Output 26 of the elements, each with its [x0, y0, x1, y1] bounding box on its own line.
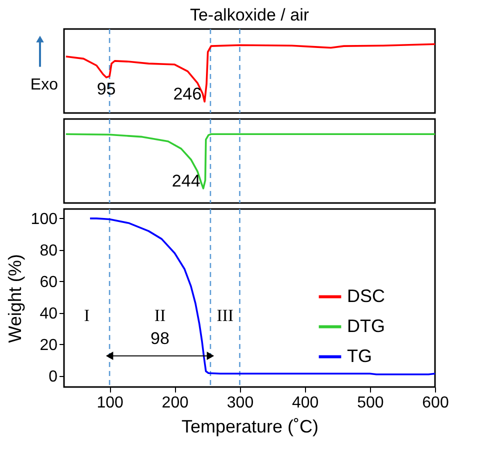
- annotation: 244: [172, 171, 200, 190]
- x-tick-label: 500: [357, 394, 384, 412]
- y-tick-label: 40: [40, 305, 58, 322]
- legend-label: DSC: [347, 286, 386, 306]
- y-tick-label: 20: [40, 336, 58, 354]
- annotation: III: [216, 306, 234, 325]
- x-tick-label: 100: [96, 394, 124, 412]
- y-tick-label: 0: [48, 368, 58, 386]
- annotation: 246: [173, 84, 202, 104]
- annotation: 98: [150, 328, 170, 348]
- x-tick-label: 600: [422, 394, 449, 412]
- x-axis-title: Temperature (˚C): [181, 416, 319, 436]
- y-tick-label: 60: [40, 274, 58, 291]
- text: Exo: [30, 76, 58, 94]
- annotation: 95: [96, 79, 116, 98]
- x-tick-label: 300: [226, 394, 254, 412]
- y-tick-label: 80: [40, 242, 58, 260]
- annotation: I: [84, 306, 90, 325]
- annotation: II: [154, 306, 166, 325]
- y-tick-label: 100: [30, 210, 58, 228]
- chart-title: Te-alkoxide / air: [190, 5, 310, 24]
- legend-label: TG: [347, 346, 372, 366]
- legend-label: DTG: [347, 316, 385, 336]
- x-tick-label: 400: [292, 394, 319, 412]
- y-axis-title: Weight (%): [4, 254, 25, 343]
- x-tick-label: 200: [162, 394, 189, 412]
